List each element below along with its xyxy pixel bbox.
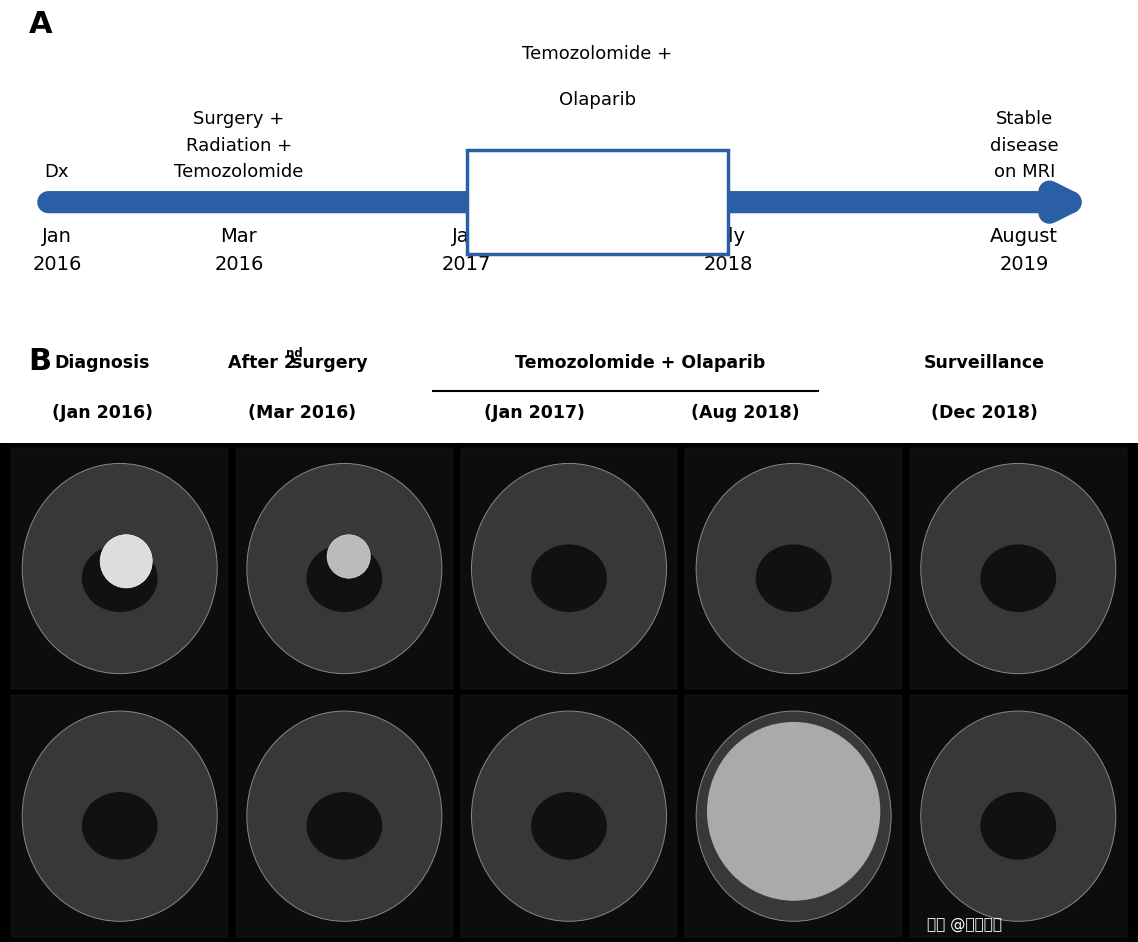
Text: (Jan 2016): (Jan 2016) bbox=[52, 404, 152, 422]
Text: August
2019: August 2019 bbox=[990, 226, 1058, 273]
Ellipse shape bbox=[247, 463, 442, 674]
Text: A: A bbox=[28, 10, 52, 40]
Text: 知乎 @一癌之下: 知乎 @一癌之下 bbox=[927, 917, 1003, 932]
Ellipse shape bbox=[327, 535, 370, 578]
Bar bbox=[461, 447, 677, 690]
Ellipse shape bbox=[696, 711, 891, 921]
Ellipse shape bbox=[980, 544, 1056, 612]
Text: (Mar 2016): (Mar 2016) bbox=[247, 404, 356, 422]
Ellipse shape bbox=[23, 711, 217, 921]
Text: Temozolomide + Olaparib: Temozolomide + Olaparib bbox=[516, 354, 765, 372]
Text: July
2018: July 2018 bbox=[703, 226, 753, 273]
Text: Surgery +
Radiation +
Temozolomide: Surgery + Radiation + Temozolomide bbox=[174, 110, 304, 181]
Ellipse shape bbox=[707, 722, 881, 901]
Text: Dx: Dx bbox=[44, 163, 69, 181]
Text: Surveillance: Surveillance bbox=[924, 354, 1045, 372]
Ellipse shape bbox=[82, 792, 158, 860]
Text: Jan
2016: Jan 2016 bbox=[32, 226, 82, 273]
Text: Mar
2016: Mar 2016 bbox=[214, 226, 264, 273]
Bar bbox=[685, 447, 902, 690]
Text: Jan
2017: Jan 2017 bbox=[442, 226, 492, 273]
Ellipse shape bbox=[306, 544, 382, 612]
Bar bbox=[11, 447, 228, 690]
Bar bbox=[910, 447, 1127, 690]
Bar bbox=[467, 150, 728, 254]
Ellipse shape bbox=[100, 535, 152, 588]
Ellipse shape bbox=[306, 792, 382, 860]
Text: (Aug 2018): (Aug 2018) bbox=[691, 404, 800, 422]
Ellipse shape bbox=[696, 463, 891, 674]
Ellipse shape bbox=[23, 463, 217, 674]
Ellipse shape bbox=[980, 792, 1056, 860]
Text: surgery: surgery bbox=[286, 354, 368, 372]
Ellipse shape bbox=[531, 544, 607, 612]
Ellipse shape bbox=[471, 463, 667, 674]
Text: Olaparib: Olaparib bbox=[559, 90, 636, 108]
Text: Temozolomide +: Temozolomide + bbox=[522, 45, 673, 63]
Ellipse shape bbox=[921, 463, 1115, 674]
Bar bbox=[461, 695, 677, 937]
Bar bbox=[236, 695, 453, 937]
Ellipse shape bbox=[531, 792, 607, 860]
Ellipse shape bbox=[756, 544, 832, 612]
Ellipse shape bbox=[471, 711, 667, 921]
Text: Stable
disease
on MRI: Stable disease on MRI bbox=[990, 110, 1058, 181]
Text: After 2: After 2 bbox=[228, 354, 296, 372]
Text: B: B bbox=[28, 347, 51, 376]
Text: Diagnosis: Diagnosis bbox=[55, 354, 150, 372]
Bar bbox=[685, 695, 902, 937]
Text: nd: nd bbox=[286, 347, 303, 360]
Ellipse shape bbox=[756, 792, 832, 860]
Bar bbox=[11, 695, 228, 937]
Bar bbox=[910, 695, 1127, 937]
Bar bbox=[236, 447, 453, 690]
Ellipse shape bbox=[82, 544, 158, 612]
Ellipse shape bbox=[247, 711, 442, 921]
Text: (Jan 2017): (Jan 2017) bbox=[485, 404, 585, 422]
Ellipse shape bbox=[921, 711, 1115, 921]
Text: (Dec 2018): (Dec 2018) bbox=[931, 404, 1038, 422]
